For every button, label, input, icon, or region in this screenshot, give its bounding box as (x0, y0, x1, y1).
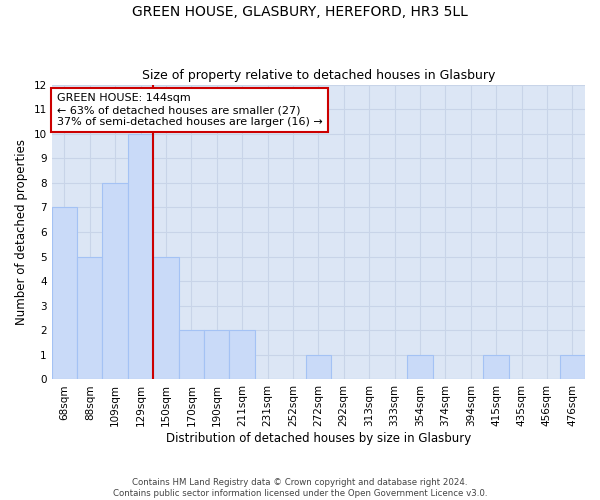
Bar (305, 355, 331, 380)
Title: Size of property relative to detached houses in Glasbury: Size of property relative to detached ho… (142, 69, 495, 82)
X-axis label: Distribution of detached houses by size in Glasbury: Distribution of detached houses by size … (166, 432, 471, 445)
Bar (52, 208, 77, 380)
Bar (560, 355, 585, 380)
Y-axis label: Number of detached properties: Number of detached properties (15, 139, 28, 325)
Bar (484, 355, 509, 380)
Text: GREEN HOUSE, GLASBURY, HEREFORD, HR3 5LL: GREEN HOUSE, GLASBURY, HEREFORD, HR3 5LL (132, 5, 468, 19)
Bar (128, 134, 153, 380)
Bar (103, 183, 128, 380)
Bar (179, 330, 204, 380)
Bar (153, 256, 179, 380)
Bar (407, 355, 433, 380)
Bar (229, 330, 255, 380)
Bar (204, 330, 229, 380)
Bar (77, 256, 103, 380)
Text: GREEN HOUSE: 144sqm
← 63% of detached houses are smaller (27)
37% of semi-detach: GREEN HOUSE: 144sqm ← 63% of detached ho… (57, 94, 323, 126)
Text: Contains HM Land Registry data © Crown copyright and database right 2024.
Contai: Contains HM Land Registry data © Crown c… (113, 478, 487, 498)
